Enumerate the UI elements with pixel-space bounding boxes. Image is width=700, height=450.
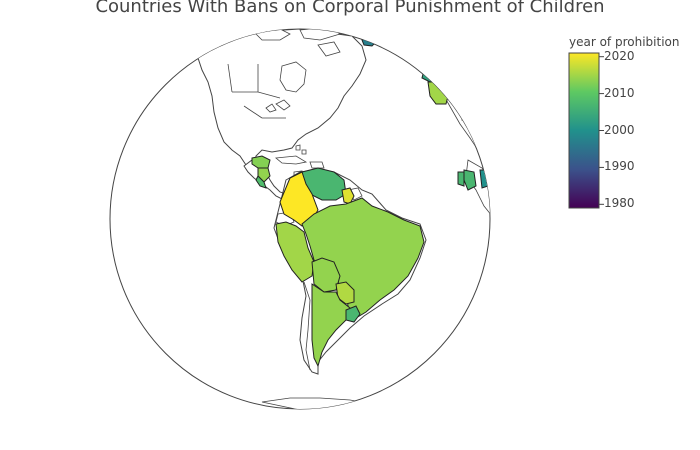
region-portugal[interactable] <box>457 171 465 187</box>
land-north-america <box>197 29 367 173</box>
region-france[interactable] <box>461 107 477 125</box>
colorbar-title: year of prohibition <box>569 35 680 49</box>
hudson-bay <box>279 61 307 93</box>
colorbar-tick-label: 1980 <box>604 196 635 211</box>
region-guyana[interactable] <box>341 187 355 205</box>
chile-border <box>303 281 311 371</box>
na-borders <box>227 63 286 119</box>
colorbar-tick-label: 2000 <box>604 122 635 137</box>
land-hispaniola <box>309 161 325 169</box>
great-lakes <box>265 99 291 113</box>
land-bahamas <box>295 144 307 155</box>
region-costa-rica[interactable] <box>255 175 267 189</box>
map-title: Countries With Bans on Corporal Punishme… <box>95 0 605 17</box>
colorbar-tick-label: 1990 <box>604 159 635 174</box>
region-argentina[interactable] <box>311 283 351 368</box>
region-uruguay[interactable] <box>345 305 361 323</box>
colorbar-tick-label: 2010 <box>604 85 635 100</box>
region-germany[interactable] <box>479 169 489 189</box>
colorbar-ticks <box>599 56 604 205</box>
region-bolivia[interactable] <box>311 257 341 293</box>
region-greenland[interactable] <box>361 37 377 47</box>
arctic-islands <box>254 29 341 57</box>
colorbar-gradient <box>568 52 600 209</box>
land-cuba <box>275 155 308 165</box>
colorbar-tick-label: 2020 <box>604 48 635 63</box>
